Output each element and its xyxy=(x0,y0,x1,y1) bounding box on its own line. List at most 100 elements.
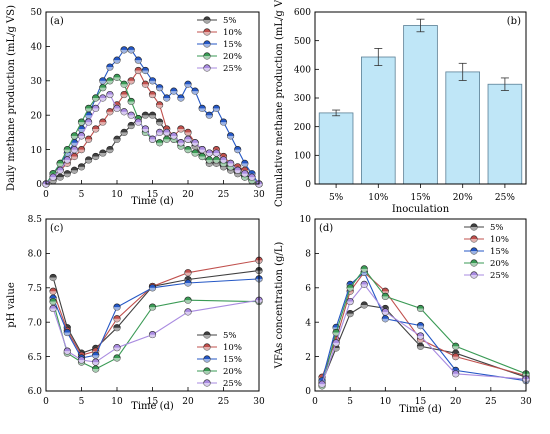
panel-c-label: (c) xyxy=(50,223,64,234)
panel-c-xtick-label: 20 xyxy=(182,397,194,407)
panel-a-point-25%-shade xyxy=(149,139,156,143)
panel-a-point-10%-shade xyxy=(99,122,107,126)
panel-c-series-25% xyxy=(49,296,263,366)
panel-a-point-5%-shade xyxy=(49,180,57,184)
panel-a-point-25%-shade xyxy=(206,153,213,157)
panel-a-point-20%-shade xyxy=(85,108,92,112)
panel-a-point-5%-shade xyxy=(213,163,220,167)
panel-a-point-5%-shade xyxy=(149,115,156,119)
panel-a-point-5%-shade xyxy=(106,149,114,153)
panel-b-label: (b) xyxy=(507,16,521,27)
panel-a-ytick-label: 10 xyxy=(31,146,43,156)
panel-c-point-25%-shade xyxy=(92,362,99,366)
panel-a-point-25%-shade xyxy=(78,135,85,140)
panel-d-point-15%-shade xyxy=(382,318,389,323)
panel-a-ytick-label: 30 xyxy=(31,77,43,87)
panel-b-xtick-label: 25% xyxy=(495,193,515,203)
panel-d-xlabel: Time (d) xyxy=(399,404,442,415)
panel-a-point-5%-shade xyxy=(120,132,128,136)
panel-a-point-15%-shade xyxy=(120,49,128,54)
panel-a-point-10%-shade xyxy=(156,104,163,109)
panel-b-ytick-label: 500 xyxy=(294,37,311,47)
panel-a-point-25%-shade xyxy=(71,149,78,153)
panel-a-point-5%-shade xyxy=(64,173,71,177)
panel-a-point-20%-shade xyxy=(177,146,185,150)
panel-a-point-20%-shade xyxy=(163,139,170,143)
panel-d-point-10%-shade xyxy=(452,356,459,360)
panel-a-point-25%-shade xyxy=(177,142,185,147)
panel-b-ylabel: Cumulative methane production (mL/g VS) xyxy=(274,0,285,207)
panel-d-legend-label-25%: 25% xyxy=(490,271,509,281)
panel-a-point-25%-shade xyxy=(234,170,241,174)
panel-a-frame xyxy=(45,11,260,185)
panel-a-point-25%-shade xyxy=(85,122,92,126)
panel-d-label: (d) xyxy=(319,223,333,234)
panel-c-legend-label-20%: 20% xyxy=(223,367,242,377)
panel-a-point-25%-shade xyxy=(191,142,199,147)
panel-b-xtick-label: 20% xyxy=(453,193,473,203)
panel-a-point-25%-shade xyxy=(99,98,107,102)
panel-c-point-20%-shade xyxy=(184,300,192,304)
panel-c-point-5%-shade xyxy=(49,277,57,281)
panel-c-legend-label-10%: 10% xyxy=(223,343,242,353)
panel-d-point-10%-shade xyxy=(417,339,424,343)
panel-d-line-20% xyxy=(321,267,527,386)
panel-a-legend-marker-25%-shade xyxy=(203,68,211,72)
panel-b-xlabel: Inoculation xyxy=(392,204,450,215)
panel-d-ytick-label: 0 xyxy=(305,387,311,397)
panel-c-legend-label-25%: 25% xyxy=(223,379,242,389)
panel-a-ytick-label: 40 xyxy=(31,43,43,53)
panel-c-point-10%-shade xyxy=(49,291,57,295)
panel-c-legend-label-5%: 5% xyxy=(223,331,237,341)
panel-d-point-5%-shade xyxy=(346,313,354,317)
panel-d-xtick-label: 10 xyxy=(380,397,392,407)
panel-c-point-20%-shade xyxy=(149,307,156,311)
panel-a-xtick-label: 25 xyxy=(218,190,230,200)
panel-a-point-25%-shade xyxy=(56,170,64,174)
panel-b-bar-4 xyxy=(445,71,480,185)
panel-a-point-20%-shade xyxy=(127,101,135,105)
panel-a-legend-label-5%: 5% xyxy=(223,16,237,26)
panel-d-ytick-label: 2 xyxy=(305,353,311,363)
panel-a-legend-marker-5%-shade xyxy=(203,20,211,24)
panel-a-ylabel: Daily methane production (mL/g VS) xyxy=(6,5,17,191)
panel-a-point-5%-shade xyxy=(71,170,78,174)
panel-a-point-15%-shade xyxy=(85,115,92,119)
panel-c-point-20%-shade xyxy=(49,301,57,305)
panel-a-point-25%-shade xyxy=(113,108,121,112)
panel-b-ytick-label: 300 xyxy=(294,94,311,104)
panel-c-xtick-label: 30 xyxy=(253,397,265,407)
panel-c-ylabel: pH value xyxy=(6,282,17,328)
panel-a-point-10%-shade xyxy=(85,139,92,143)
panel-a-point-5%-shade xyxy=(92,156,99,160)
panel-a-series-25% xyxy=(42,90,263,188)
panel-a-point-15%-shade xyxy=(127,49,135,54)
panel-c-point-15%-shade xyxy=(149,287,156,292)
panel-a-point-25%-shade xyxy=(198,149,206,153)
panel-d-legend-label-20%: 20% xyxy=(490,259,509,269)
panel-a-point-15%-shade xyxy=(99,80,107,85)
panel-a-point-25%-shade xyxy=(135,122,142,126)
panel-a-point-15%-shade xyxy=(184,84,192,88)
panel-d-legend-marker-25%-shade xyxy=(470,275,478,279)
panel-c-point-15%-shade xyxy=(113,307,121,311)
panel-c-point-10%-shade xyxy=(184,272,192,276)
panel-a-point-15%-shade xyxy=(170,91,178,95)
panel-d-point-25%-shade xyxy=(318,384,326,388)
panel-a-point-15%-shade xyxy=(220,122,227,126)
panel-c-ytick-label: 6.5 xyxy=(28,353,43,363)
panel-d-legend-marker-10%-shade xyxy=(470,239,478,243)
panel-a-point-10%-shade xyxy=(64,163,71,167)
panel-c-ytick-label: 6.0 xyxy=(28,387,43,397)
panel-a-ytick-label: 20 xyxy=(31,111,43,121)
panel-a-point-15%-shade xyxy=(177,98,185,102)
panel-c-point-25%-shade xyxy=(113,347,121,351)
panel-b-ytick-label: 600 xyxy=(294,8,311,18)
panel-a-point-5%-shade xyxy=(142,115,149,119)
panel-d-point-25%-shade xyxy=(452,373,459,378)
panel-a-legend-label-25%: 25% xyxy=(223,64,242,74)
panel-b-ytick-label: 100 xyxy=(294,152,311,162)
panel-c-line-15% xyxy=(52,278,260,359)
panel-a-point-5%-shade xyxy=(220,166,227,171)
